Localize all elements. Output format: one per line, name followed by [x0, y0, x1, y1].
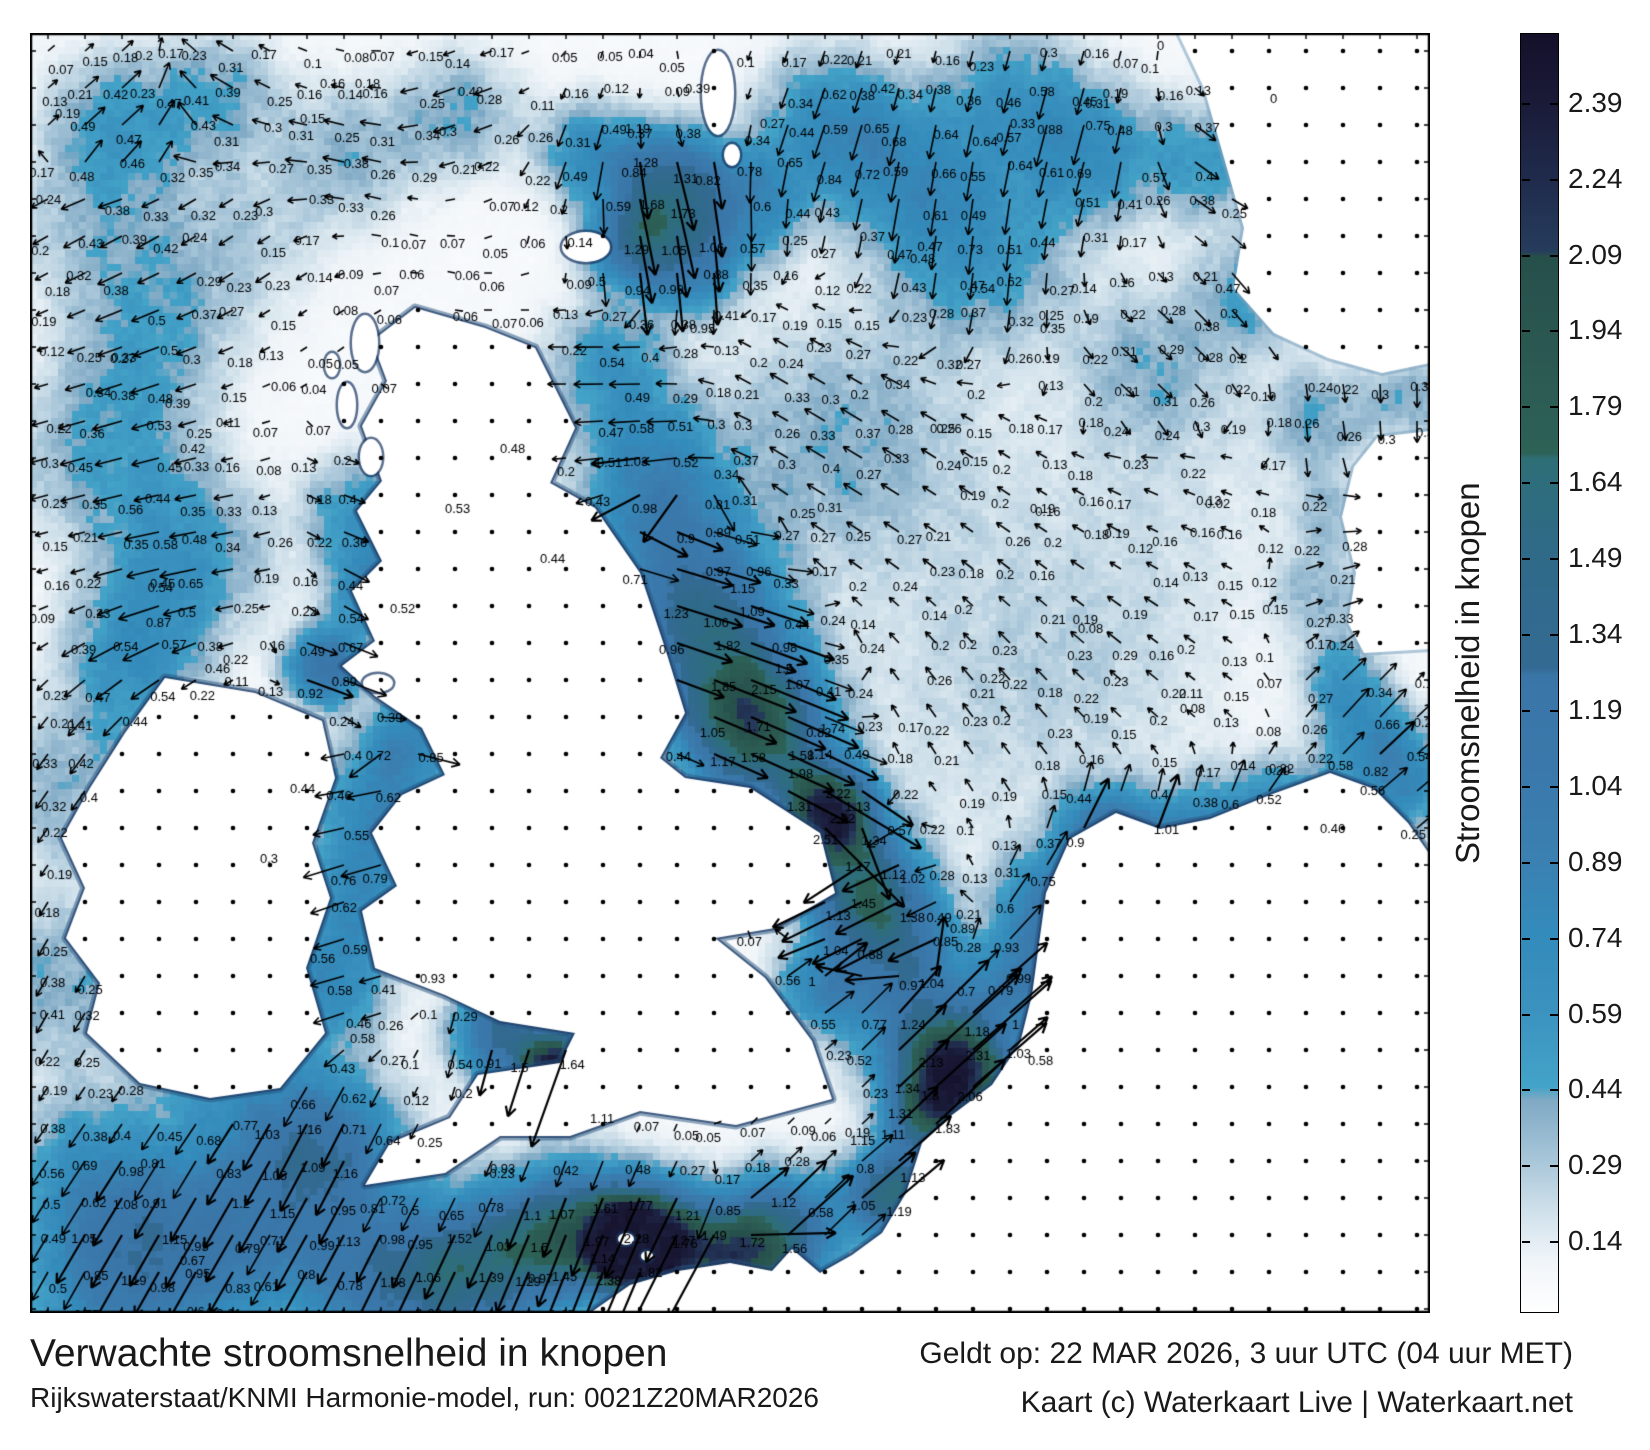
colorbar-tick-mark: [1550, 1013, 1558, 1016]
colorbar-tick-label: 2.39: [1568, 86, 1623, 118]
colorbar-tick-mark: [1521, 1089, 1530, 1092]
colorbar-tick-mark: [1550, 102, 1558, 105]
colorbar-tick-mark: [1550, 406, 1558, 409]
colorbar-tick-mark: [1521, 178, 1530, 181]
colorbar-tick-mark: [1521, 1013, 1530, 1016]
colorbar-tick-label: 1.04: [1568, 769, 1623, 801]
colorbar-tick-mark: [1521, 785, 1530, 788]
colorbar-tick-label: 0.89: [1568, 845, 1623, 877]
colorbar-tick-mark: [1521, 937, 1530, 940]
colorbar-tick-mark: [1521, 861, 1530, 864]
colorbar-tick-mark: [1550, 1165, 1558, 1168]
colorbar-tick-label: 2.09: [1568, 238, 1623, 270]
colorbar-tick-label: 0.14: [1568, 1225, 1623, 1257]
colorbar-tick-label: 2.24: [1568, 162, 1623, 194]
colorbar-tick-mark: [1550, 1089, 1558, 1092]
colorbar-tick-mark: [1550, 558, 1558, 561]
colorbar-tick-label: 1.94: [1568, 314, 1623, 346]
colorbar-tick-mark: [1521, 482, 1530, 485]
colorbar-tick-label: 0.59: [1568, 997, 1623, 1029]
colorbar-tick-mark: [1521, 330, 1530, 333]
colorbar-tick-mark: [1550, 330, 1558, 333]
colorbar-tick-mark: [1521, 558, 1530, 561]
colorbar-tick-mark: [1550, 634, 1558, 637]
colorbar-tick-mark: [1521, 1165, 1530, 1168]
colorbar-tick-mark: [1521, 102, 1530, 105]
model-run-info: Rijkswaterstaat/KNMI Harmonie-model, run…: [30, 1382, 819, 1413]
colorbar-tick-mark: [1521, 254, 1530, 257]
colorbar-tick-label: 1.34: [1568, 618, 1623, 650]
colorbar-tick-mark: [1550, 709, 1558, 712]
copyright-info: Kaart (c) Waterkaart Live | Waterkaart.n…: [1020, 1386, 1573, 1419]
valid-time-info: Geldt op: 22 MAR 2026, 3 uur UTC (04 uur…: [919, 1337, 1573, 1370]
colorbar-tick-label: 1.79: [1568, 390, 1623, 422]
colorbar-tick-label: 0.29: [1568, 1149, 1623, 1181]
colorbar-tick-mark: [1521, 1241, 1530, 1244]
colorbar-tick-mark: [1550, 785, 1558, 788]
colorbar-tick-label: 1.64: [1568, 466, 1623, 498]
colorbar-title: Stroomsnelheid in knopen: [1449, 482, 1486, 864]
colorbar-tick-mark: [1521, 709, 1530, 712]
colorbar-tick-mark: [1550, 861, 1558, 864]
colorbar-tick-label: 1.49: [1568, 542, 1623, 574]
colorbar-tick-mark: [1550, 254, 1558, 257]
map-title: Verwachte stroomsnelheid in knopen: [30, 1332, 668, 1375]
colorbar-tick-label: 1.19: [1568, 693, 1623, 725]
colorbar-gradient: [1520, 33, 1559, 1313]
current-speed-map: [30, 33, 1430, 1313]
colorbar-tick-mark: [1550, 178, 1558, 181]
colorbar-tick-mark: [1550, 1241, 1558, 1244]
colorbar-tick-mark: [1550, 937, 1558, 940]
colorbar-tick-label: 0.74: [1568, 921, 1623, 953]
colorbar-tick-mark: [1521, 634, 1530, 637]
colorbar-tick-mark: [1550, 482, 1558, 485]
colorbar-tick-mark: [1521, 406, 1530, 409]
colorbar-tick-label: 0.44: [1568, 1073, 1623, 1105]
colorbar: 2.39 2.24 2.09 1.94 1.79 1.64 1.49 1.34 1.19 1.04…: [1520, 33, 1650, 1313]
